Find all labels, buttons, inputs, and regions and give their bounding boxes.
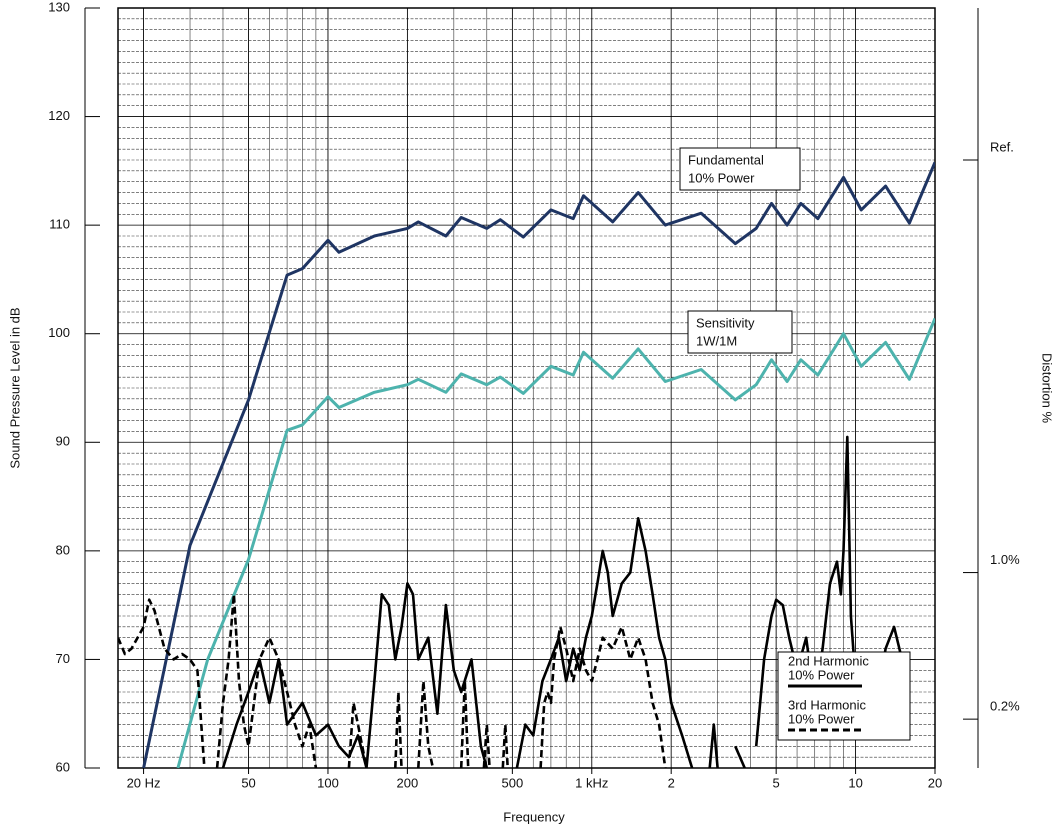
y-tick-label: 60: [56, 759, 70, 774]
y-tick-label: 80: [56, 542, 70, 557]
x-tick-label: 50: [241, 775, 255, 790]
plot-frame: [117, 7, 936, 769]
x-tick-label: 10: [848, 775, 862, 790]
x-tick-label: 1 kHz: [575, 775, 608, 790]
x-tick-label: 200: [397, 775, 419, 790]
y-tick-label: 70: [56, 651, 70, 666]
label-box: [679, 147, 801, 191]
legend-box: [777, 651, 911, 741]
series-label: Sensitivity: [696, 315, 755, 330]
x-tick-label: 5: [773, 775, 780, 790]
x-axis-title: Frequency: [503, 809, 565, 824]
x-tick-label: 20: [928, 775, 942, 790]
y-tick-label: 90: [56, 434, 70, 449]
y-tick-label: 130: [48, 0, 70, 14]
series-line: [118, 593, 667, 768]
legend-sublabel: 10% Power: [788, 711, 855, 726]
y2-tick-label: 1.0%: [990, 552, 1020, 567]
series-label: Fundamental: [688, 152, 764, 167]
x-tick-label: 2: [668, 775, 675, 790]
y2-axis-title: Distortion %: [1040, 353, 1055, 424]
y2-tick-label: 0.2%: [990, 699, 1020, 714]
y-tick-label: 120: [48, 108, 70, 123]
x-tick-label: 100: [317, 775, 339, 790]
y-tick-label: 100: [48, 325, 70, 340]
series-line: [176, 317, 935, 768]
legend-label: 3rd Harmonic: [788, 697, 867, 712]
series-sublabel: 1W/1M: [696, 333, 737, 348]
y2-tick-label: Ref.: [990, 139, 1014, 154]
x-tick-label: 20 Hz: [127, 775, 161, 790]
series-line: [221, 435, 904, 768]
x-tick-label: 500: [502, 775, 524, 790]
legend-sublabel: 10% Power: [788, 667, 855, 682]
y-tick-label: 110: [49, 217, 70, 232]
label-box: [687, 310, 793, 354]
y-axis-title: Sound Pressure Level in dB: [7, 307, 22, 468]
series-sublabel: 10% Power: [688, 170, 755, 185]
legend-label: 2nd Harmonic: [788, 653, 869, 668]
series-line: [142, 161, 935, 768]
